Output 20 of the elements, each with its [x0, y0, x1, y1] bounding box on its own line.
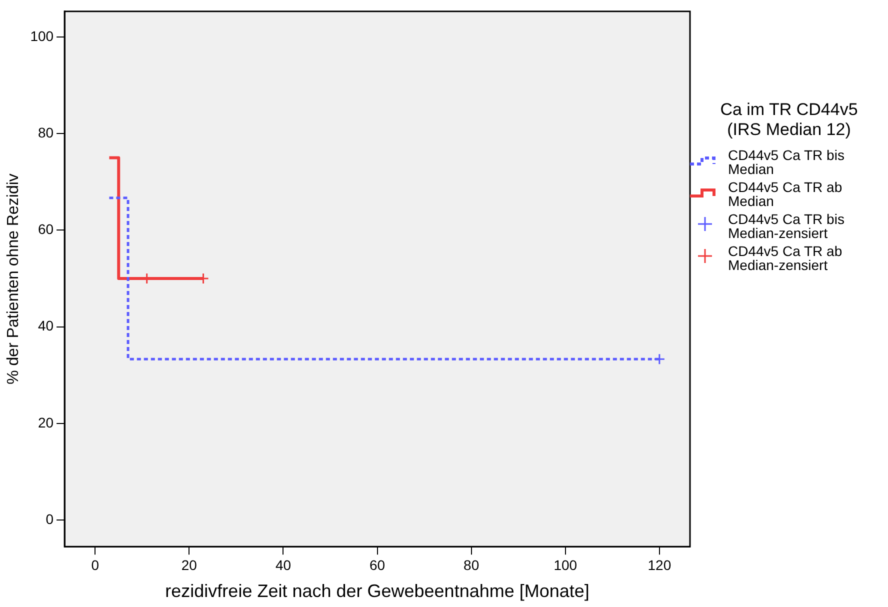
x-tick-label: 40 [275, 556, 292, 573]
y-tick-label: 100 [30, 28, 54, 44]
legend-label: CD44v5 Ca TR ab Median [728, 179, 844, 209]
y-tick-label: 40 [38, 318, 54, 334]
legend-label: CD44v5 Ca TR bis Median-zensiert [728, 211, 846, 241]
x-tick-label: 20 [181, 556, 198, 573]
y-tick-label: 0 [46, 510, 54, 527]
legend-title: Ca im TR CD44v5 (IRS Median 12) [719, 100, 859, 140]
y-tick-label: 20 [38, 414, 54, 430]
legend-label: CD44v5 Ca TR bis Median [728, 147, 846, 177]
x-tick-label: 80 [464, 556, 480, 573]
y-axis-title: % der Patienten ohne Rezidiv [5, 174, 22, 384]
legend-label: CD44v5 Ca TR ab Median-zensiert [728, 243, 844, 273]
x-tick-label: 0 [91, 556, 100, 573]
x-tick-label: 120 [648, 556, 672, 573]
x-axis-title: rezidivfreie Zeit nach der Gewebeentnahme [Monate] [165, 581, 590, 602]
y-tick-label: 80 [38, 124, 54, 140]
x-tick-label: 100 [554, 556, 578, 573]
x-tick-label: 60 [369, 556, 386, 573]
y-tick-label: 60 [38, 221, 54, 238]
